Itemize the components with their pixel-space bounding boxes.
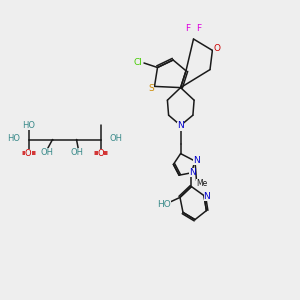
Text: Me: Me: [196, 178, 207, 188]
Text: N: N: [189, 168, 195, 177]
Text: HO: HO: [22, 121, 35, 130]
Text: F: F: [196, 24, 201, 33]
Text: HO: HO: [7, 134, 20, 143]
Text: F: F: [185, 24, 191, 33]
Text: S: S: [148, 84, 154, 93]
Text: N: N: [193, 156, 200, 165]
Text: N: N: [204, 192, 210, 201]
Text: O: O: [98, 149, 104, 158]
Text: O: O: [25, 149, 32, 158]
Text: O: O: [213, 44, 220, 53]
Text: Cl: Cl: [134, 58, 142, 67]
Text: HO: HO: [157, 200, 171, 209]
Text: OH: OH: [41, 148, 54, 157]
Text: N: N: [177, 122, 184, 130]
Text: OH: OH: [110, 134, 123, 143]
Text: OH: OH: [71, 148, 84, 157]
